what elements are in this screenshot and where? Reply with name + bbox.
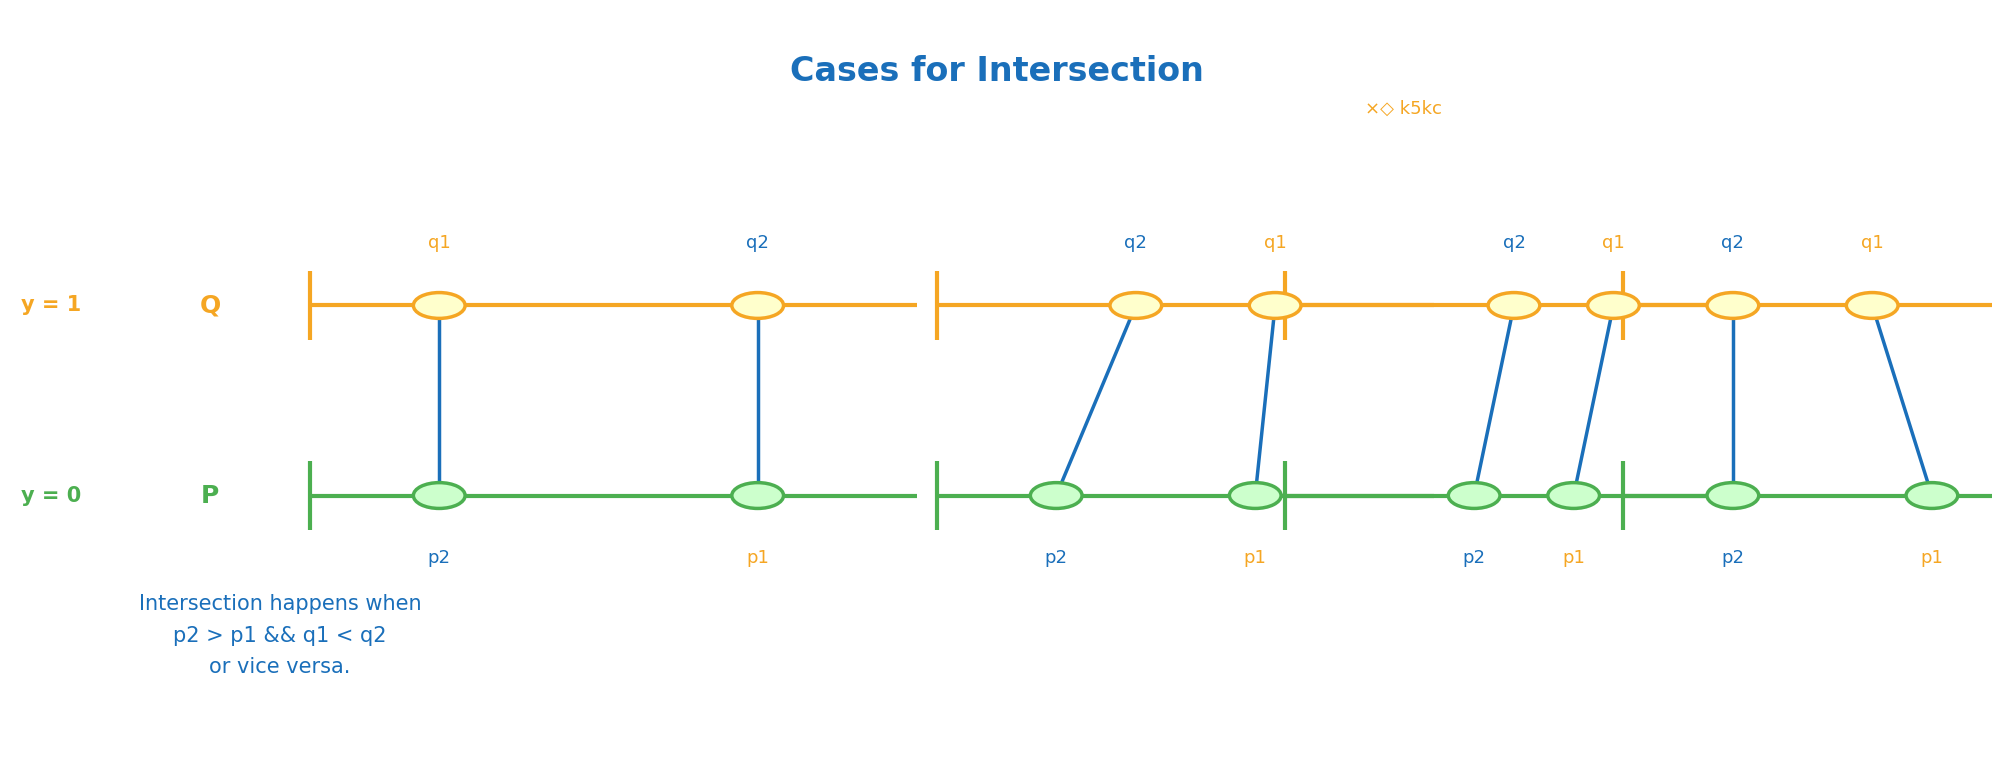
- Text: q1: q1: [1264, 234, 1287, 253]
- Text: P: P: [201, 484, 219, 507]
- Ellipse shape: [413, 292, 464, 318]
- Text: q2: q2: [1722, 234, 1744, 253]
- Text: Intersection happens when
p2 > p1 && q1 < q2
or vice versa.: Intersection happens when p2 > p1 && q1 …: [140, 594, 421, 677]
- Ellipse shape: [731, 292, 783, 318]
- Text: p2: p2: [428, 549, 450, 567]
- Text: p1: p1: [1563, 549, 1584, 567]
- Text: y = 0: y = 0: [22, 485, 82, 506]
- Text: Cases for Intersection: Cases for Intersection: [789, 55, 1204, 88]
- Text: y = 1: y = 1: [22, 295, 82, 315]
- Ellipse shape: [1230, 483, 1281, 508]
- Text: q1: q1: [1861, 234, 1883, 253]
- Ellipse shape: [1588, 292, 1640, 318]
- Ellipse shape: [731, 483, 783, 508]
- Ellipse shape: [1905, 483, 1957, 508]
- Ellipse shape: [1110, 292, 1162, 318]
- Ellipse shape: [1250, 292, 1301, 318]
- Text: p2: p2: [1044, 549, 1068, 567]
- Text: q2: q2: [1503, 234, 1525, 253]
- Ellipse shape: [1708, 483, 1758, 508]
- Ellipse shape: [1708, 292, 1758, 318]
- Text: Q: Q: [199, 294, 221, 317]
- Text: q2: q2: [745, 234, 769, 253]
- Ellipse shape: [1030, 483, 1082, 508]
- Text: p2: p2: [1722, 549, 1744, 567]
- Text: p1: p1: [745, 549, 769, 567]
- Text: ×◇ k5kc: ×◇ k5kc: [1365, 100, 1441, 118]
- Ellipse shape: [1846, 292, 1897, 318]
- Ellipse shape: [1489, 292, 1541, 318]
- Text: p1: p1: [1244, 549, 1268, 567]
- Text: q1: q1: [1602, 234, 1624, 253]
- Ellipse shape: [413, 483, 464, 508]
- Text: q2: q2: [1124, 234, 1148, 253]
- Text: p1: p1: [1921, 549, 1943, 567]
- Ellipse shape: [1449, 483, 1501, 508]
- Text: q1: q1: [428, 234, 450, 253]
- Ellipse shape: [1549, 483, 1600, 508]
- Text: p2: p2: [1463, 549, 1485, 567]
